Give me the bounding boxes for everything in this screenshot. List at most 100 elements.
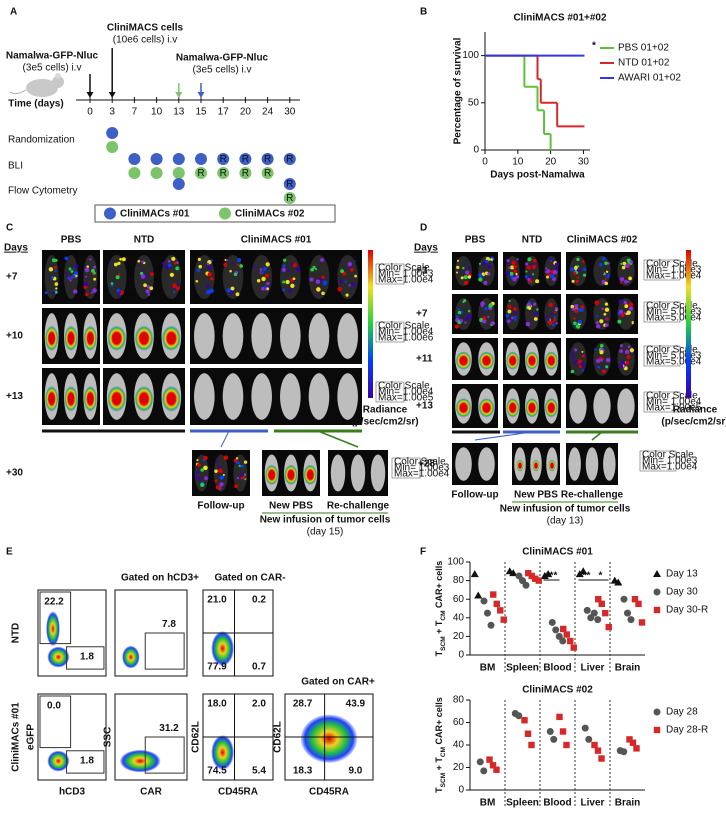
rechallenge-label: Re-challenge	[561, 490, 624, 501]
gate	[39, 695, 72, 749]
signal-speck	[594, 348, 597, 351]
rechallenge-label: Follow-up	[451, 490, 498, 501]
signal-speck	[84, 267, 90, 273]
signal-speck	[51, 258, 56, 263]
signal-speck	[602, 256, 606, 261]
signal-speck	[91, 268, 95, 273]
signal-speck	[605, 365, 609, 369]
signal-speck	[597, 365, 601, 369]
signal-speck	[627, 345, 631, 349]
signal-speck	[217, 468, 222, 473]
signal-speck	[292, 277, 296, 281]
mouse	[593, 342, 611, 376]
panel-letter: C	[6, 223, 13, 234]
signal-speck	[195, 470, 200, 474]
mouse	[478, 447, 495, 481]
mouse-body	[251, 373, 272, 420]
signal-speck	[481, 272, 485, 276]
signal-speck	[69, 279, 72, 282]
signal-speck	[528, 274, 532, 279]
signal-blob	[83, 325, 97, 351]
signal-speck	[93, 277, 97, 281]
y-axis-label-part: T	[434, 787, 444, 793]
injection-title: CliniMACS cells	[107, 23, 184, 34]
signal-speck	[549, 273, 555, 279]
day-label: +7	[416, 309, 428, 320]
mouse	[593, 388, 611, 424]
data-point	[515, 712, 523, 720]
legend-dot	[104, 207, 116, 220]
signal-blob	[525, 351, 539, 370]
signal-speck	[145, 289, 150, 294]
legend-box	[94, 204, 336, 223]
signal-speck	[601, 272, 604, 275]
x-tick-label: Liver	[581, 798, 605, 809]
signal-speck	[524, 275, 528, 279]
mouse	[308, 313, 330, 359]
signal-speck	[195, 475, 199, 479]
signal-speck	[347, 261, 353, 267]
signal-speck	[487, 264, 492, 270]
day-label: +11	[416, 354, 433, 365]
signal-speck	[256, 279, 261, 283]
signal-blob	[161, 325, 181, 351]
signal-speck	[231, 261, 234, 264]
signal-speck	[215, 485, 221, 490]
data-point	[493, 600, 500, 608]
signal-speck	[515, 272, 518, 276]
scale-box	[643, 301, 681, 323]
rechallenge-day: (day 15)	[307, 527, 344, 538]
signal-speck	[337, 286, 342, 292]
signal-speck	[552, 277, 556, 281]
mouse-body	[603, 447, 616, 481]
schedule-dot	[239, 167, 252, 179]
mouse	[284, 454, 298, 492]
scale-text: Min= 1.00e3	[646, 265, 702, 276]
day-label: +13	[6, 391, 23, 402]
scale-box	[639, 450, 677, 472]
signal-speck	[484, 307, 488, 311]
signal-speck	[44, 291, 48, 295]
mouse-body	[330, 454, 346, 492]
signal-speck	[282, 288, 286, 292]
schedule-dot	[217, 153, 230, 165]
signal-speck	[605, 323, 609, 327]
signal-speck	[577, 308, 582, 312]
signal-speck	[467, 309, 471, 313]
signal-speck	[545, 315, 548, 319]
signal-speck	[197, 257, 201, 262]
signal-speck	[583, 273, 587, 277]
row-label: Randomization	[8, 135, 75, 146]
scale-text: Max=1.00e4	[394, 469, 450, 480]
mouse-body	[222, 373, 244, 420]
data-point	[581, 724, 589, 732]
radiance-label: Radiance	[673, 405, 718, 416]
signal-speck	[514, 318, 517, 322]
mouse-body	[569, 388, 587, 424]
signal-speck	[604, 307, 610, 312]
legend-label: Day 28	[666, 707, 698, 718]
signal-speck	[197, 476, 201, 481]
mouse	[585, 447, 599, 481]
signal-speck	[598, 356, 602, 360]
signal-speck	[595, 314, 599, 318]
timeline-tick-label: 15	[195, 107, 207, 118]
signal-speck	[110, 282, 114, 285]
scale-text: Min= 1.00e4	[646, 397, 702, 408]
data-point	[598, 600, 605, 608]
scale-text: Max=1.00e4	[646, 271, 702, 282]
quadrant-value: 18.3	[293, 766, 313, 777]
flow-x-label: CAR	[140, 787, 162, 798]
signal-speck	[629, 348, 634, 353]
signal-speck	[164, 265, 169, 270]
signal-speck	[113, 262, 118, 267]
signal-speck	[620, 262, 623, 266]
timeline-label: Time (days)	[8, 99, 63, 110]
signal-speck	[571, 279, 575, 283]
mouse	[44, 255, 59, 299]
signal-speck	[281, 267, 286, 272]
signal-speck	[207, 265, 212, 270]
group-header: CliniMACS #02	[567, 235, 638, 246]
schedule-dot	[172, 167, 185, 179]
signal-speck	[86, 265, 90, 268]
